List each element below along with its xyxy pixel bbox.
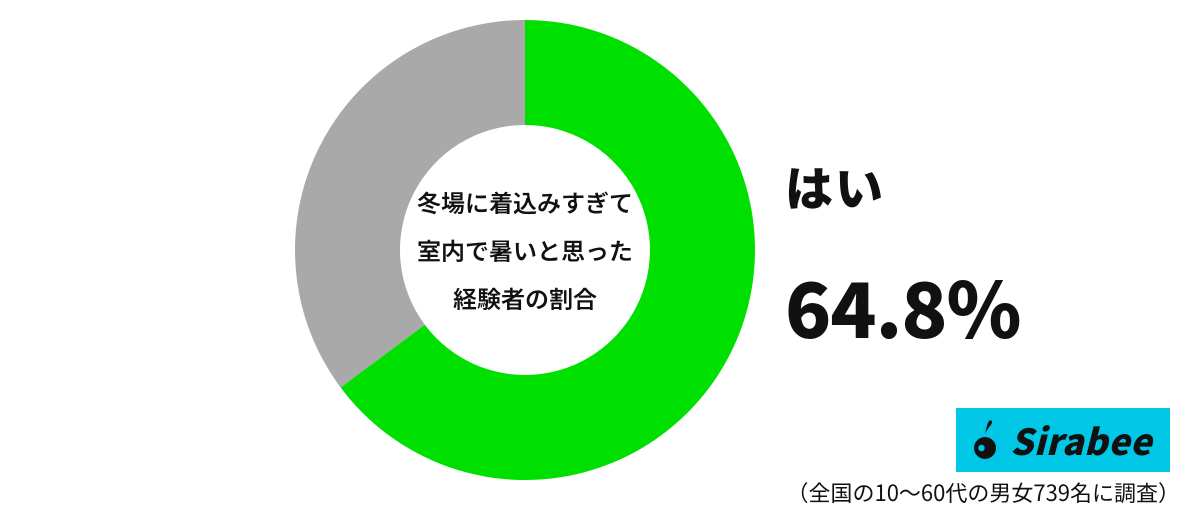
result-label: はい [785,150,1020,220]
chart-center-text: 冬場に着込みすぎて 室内で暑いと思った 経験者の割合 [417,178,633,322]
result-block: はい 64.8% [785,150,1020,360]
result-value: 64.8% [785,250,1020,360]
sirabee-logo-icon [968,420,1002,460]
sirabee-logo: Sirabee [956,408,1170,472]
donut-chart: 冬場に着込みすぎて 室内で暑いと思った 経験者の割合 [295,20,755,480]
center-line-1: 冬場に着込みすぎて [417,178,633,226]
center-line-2: 室内で暑いと思った [417,226,633,274]
survey-footnote: （全国の10〜60代の男女739名に調査） [787,476,1180,508]
center-line-3: 経験者の割合 [417,274,633,322]
sirabee-logo-text: Sirabee [1010,414,1152,466]
